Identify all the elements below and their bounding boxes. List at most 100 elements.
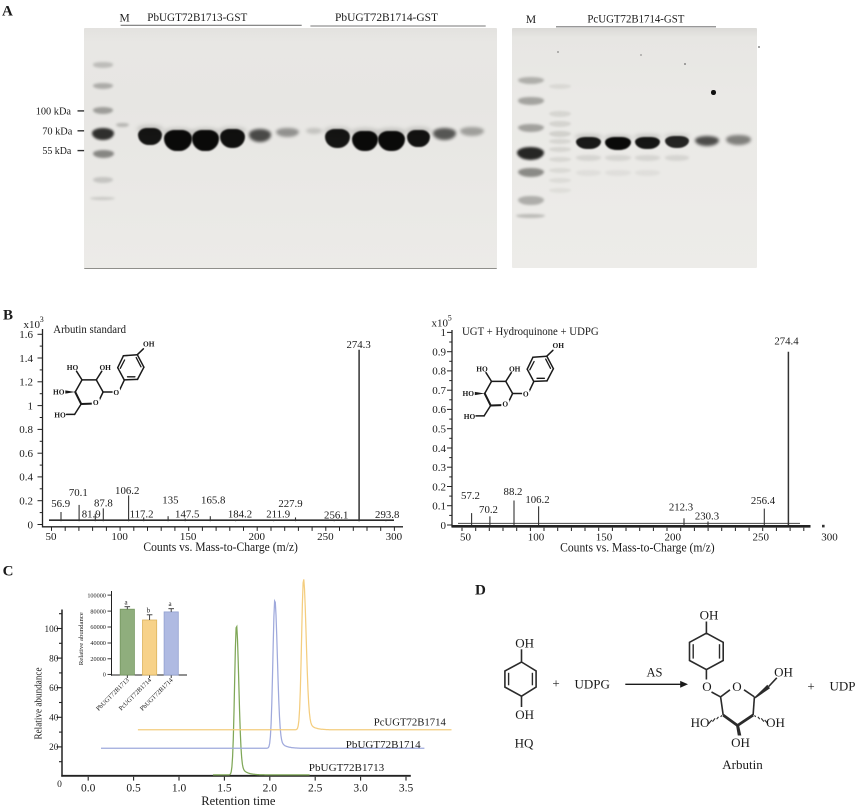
svg-text:OH: OH <box>766 715 785 730</box>
svg-text:0.6: 0.6 <box>19 448 33 460</box>
svg-text:0.1: 0.1 <box>432 501 446 513</box>
svg-text:50: 50 <box>46 531 58 543</box>
svg-text:O: O <box>113 388 119 397</box>
svg-text:88.2: 88.2 <box>504 486 523 498</box>
svg-text:Counts vs. Mass-to-Charge (m/z: Counts vs. Mass-to-Charge (m/z) <box>560 541 715 555</box>
svg-text:Retention time: Retention time <box>201 794 276 808</box>
svg-text:20000: 20000 <box>90 656 105 663</box>
svg-text:x10: x10 <box>24 319 41 331</box>
svg-text:100 kDa: 100 kDa <box>36 106 71 118</box>
svg-text:PbUGT72B1713: PbUGT72B1713 <box>309 762 385 774</box>
svg-text:UDPG: UDPG <box>574 677 609 692</box>
svg-text:0.9: 0.9 <box>432 346 446 358</box>
svg-text:150: 150 <box>180 531 197 543</box>
svg-text:80000: 80000 <box>90 608 105 615</box>
svg-text:135: 135 <box>162 495 178 507</box>
svg-text:HO: HO <box>476 364 488 373</box>
svg-text:250: 250 <box>317 531 334 543</box>
svg-text:Counts vs. Mass-to-Charge (m/z: Counts vs. Mass-to-Charge (m/z) <box>143 540 298 554</box>
svg-text:87.8: 87.8 <box>94 497 113 509</box>
svg-text:3: 3 <box>40 315 44 324</box>
svg-text:OH: OH <box>143 340 155 349</box>
svg-text:UDP: UDP <box>829 679 855 694</box>
svg-text:HO: HO <box>53 387 65 396</box>
svg-text:40000: 40000 <box>90 640 105 647</box>
svg-text:0.0: 0.0 <box>81 783 96 795</box>
svg-text:0.7: 0.7 <box>432 385 446 397</box>
svg-text:A: A <box>2 3 13 19</box>
svg-text:HO: HO <box>463 389 475 398</box>
svg-text:0.5: 0.5 <box>126 783 141 795</box>
svg-text:200: 200 <box>664 531 681 543</box>
svg-text:184.2: 184.2 <box>228 509 252 521</box>
svg-text:0.2: 0.2 <box>432 481 446 493</box>
svg-text:PbUGT72B1713-GST: PbUGT72B1713-GST <box>147 12 247 24</box>
svg-text:165.8: 165.8 <box>201 495 225 507</box>
svg-text:1: 1 <box>28 400 34 412</box>
svg-text:1.4: 1.4 <box>19 353 33 365</box>
svg-text:1.5: 1.5 <box>217 783 232 795</box>
svg-text:256.4: 256.4 <box>751 495 776 507</box>
svg-text:56.9: 56.9 <box>51 498 70 510</box>
svg-text:0.2: 0.2 <box>19 496 33 508</box>
svg-text:100: 100 <box>111 531 128 543</box>
svg-text:HO: HO <box>67 363 79 372</box>
svg-text:UGT + Hydroquinone + UDPG: UGT + Hydroquinone + UDPG <box>462 326 599 338</box>
svg-text:O: O <box>523 390 529 399</box>
svg-text:OH: OH <box>553 341 565 350</box>
svg-text:1.0: 1.0 <box>172 783 187 795</box>
svg-text:O: O <box>502 400 508 409</box>
svg-text:256.1: 256.1 <box>324 510 348 522</box>
svg-text:PcUGT72B1714-GST: PcUGT72B1714-GST <box>587 13 684 25</box>
svg-text:227.9: 227.9 <box>278 498 302 510</box>
svg-text:0: 0 <box>57 780 62 790</box>
svg-text:OH: OH <box>515 635 534 650</box>
svg-text:212.3: 212.3 <box>669 502 693 514</box>
svg-text:a: a <box>125 599 129 607</box>
svg-text:PbUGT72B1714-GST: PbUGT72B1714-GST <box>335 12 438 24</box>
svg-text:OH: OH <box>731 735 750 750</box>
svg-text:0: 0 <box>103 672 106 679</box>
svg-text:0.5: 0.5 <box>432 424 446 436</box>
svg-text:100000: 100000 <box>87 592 106 599</box>
svg-text:300: 300 <box>821 531 838 543</box>
svg-text:80: 80 <box>49 653 59 663</box>
svg-text:2.0: 2.0 <box>263 783 278 795</box>
svg-text:HO: HO <box>54 410 66 419</box>
svg-text:1.6: 1.6 <box>19 329 33 341</box>
svg-text:HO: HO <box>464 412 476 421</box>
svg-text:0: 0 <box>441 520 447 532</box>
svg-text:Arbutin standard: Arbutin standard <box>53 324 126 336</box>
svg-text:150: 150 <box>596 531 613 543</box>
svg-text:M: M <box>526 14 536 26</box>
svg-text:AS: AS <box>647 665 663 679</box>
svg-text:OH: OH <box>515 707 534 722</box>
svg-text:OH: OH <box>774 664 793 679</box>
svg-text:117.2: 117.2 <box>130 508 154 520</box>
svg-text:1: 1 <box>441 327 447 339</box>
svg-text:211.9: 211.9 <box>266 509 290 521</box>
svg-text:70.2: 70.2 <box>479 504 498 516</box>
svg-text:OH: OH <box>700 607 719 622</box>
svg-text:Arbutin: Arbutin <box>722 757 763 772</box>
svg-text:300: 300 <box>386 531 403 543</box>
svg-text:5: 5 <box>448 314 452 323</box>
svg-text:57.2: 57.2 <box>461 490 480 502</box>
svg-text:0.6: 0.6 <box>432 404 446 416</box>
svg-text:Relative abundance: Relative abundance <box>34 667 45 740</box>
svg-text:55 kDa: 55 kDa <box>42 145 71 157</box>
svg-text:Relative abundance: Relative abundance <box>78 612 85 665</box>
svg-text:0.4: 0.4 <box>432 443 446 455</box>
svg-text:3.0: 3.0 <box>353 783 368 795</box>
svg-text:M: M <box>119 13 129 25</box>
svg-text:0.3: 0.3 <box>432 462 446 474</box>
svg-text:81.9: 81.9 <box>82 508 101 520</box>
svg-text:3.5: 3.5 <box>399 783 414 795</box>
svg-text:70.1: 70.1 <box>69 487 88 499</box>
svg-text:b: b <box>147 606 151 614</box>
svg-text:0.8: 0.8 <box>19 424 33 436</box>
svg-text:293.8: 293.8 <box>375 509 399 521</box>
svg-text:100: 100 <box>45 624 59 634</box>
svg-text:274.3: 274.3 <box>346 339 370 351</box>
svg-text:0.8: 0.8 <box>432 366 446 378</box>
